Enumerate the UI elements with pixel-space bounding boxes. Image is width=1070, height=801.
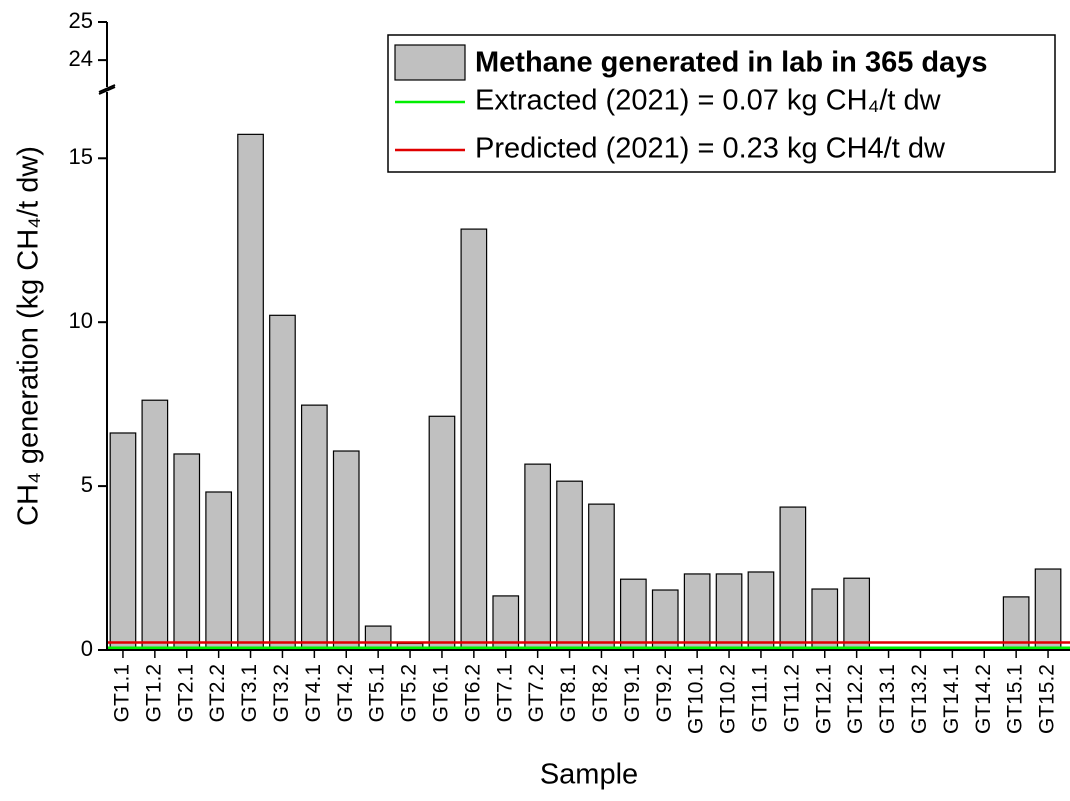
y-tick-label: 10: [69, 308, 93, 333]
y-tick-label: 24: [69, 46, 93, 71]
bar: [332, 450, 360, 651]
bar: [843, 577, 871, 651]
bar: [428, 415, 456, 651]
bar: [715, 573, 743, 651]
bar: [237, 133, 264, 651]
bar: [683, 573, 711, 651]
x-tick-label: GT8.1: [557, 664, 580, 722]
bar: [1034, 568, 1062, 651]
bar: [109, 432, 137, 651]
bar: [1002, 596, 1030, 651]
bar: [811, 588, 839, 651]
x-tick-label: GT9.2: [653, 664, 676, 722]
bar: [619, 578, 647, 651]
x-tick-label: GT9.1: [621, 664, 644, 722]
bar: [651, 589, 679, 651]
x-tick-label: GT12.1: [812, 664, 835, 734]
x-tick-label: GT14.2: [972, 664, 995, 734]
x-tick-label: GT2.2: [206, 664, 229, 722]
x-tick-label: GT11.2: [780, 664, 803, 732]
y-tick-label: 25: [69, 8, 93, 33]
bar: [205, 491, 233, 651]
x-tick-label: GT14.1: [940, 664, 963, 734]
x-tick-label: GT6.1: [429, 664, 452, 722]
legend-box: [387, 34, 1056, 173]
break-mark: [98, 84, 116, 93]
x-tick-label: GT11.1: [748, 664, 771, 732]
x-tick-label: GT2.1: [174, 664, 197, 722]
x-tick-label: GT3.2: [270, 664, 293, 722]
x-tick-label: GT5.2: [398, 664, 421, 722]
x-tick-label: GT12.2: [844, 664, 867, 734]
break-mark: [98, 86, 116, 95]
bar: [173, 453, 201, 651]
legend-label: Predicted (2021) = 0.23 kg CH4/t dw: [475, 133, 946, 165]
x-tick-label: GT3.1: [238, 664, 261, 722]
bar: [300, 404, 328, 651]
y-tick-label: 15: [69, 144, 93, 169]
x-tick-label: GT4.1: [302, 664, 325, 722]
y-tick-label: 5: [81, 472, 93, 497]
x-tick-label: GT7.2: [525, 664, 548, 722]
x-tick-label: GT5.1: [366, 664, 389, 722]
bar: [460, 228, 488, 651]
x-tick-label: GT7.1: [493, 664, 516, 722]
x-tick-label: GT4.2: [334, 664, 357, 722]
x-tick-label: GT15.2: [1036, 664, 1059, 734]
x-tick-label: GT13.2: [908, 664, 931, 734]
bar: [747, 571, 775, 651]
bar: [588, 503, 615, 651]
bar: [269, 314, 296, 651]
x-tick-label: GT1.1: [110, 664, 133, 722]
bar: [364, 625, 392, 651]
y-axis-title: CH₄ generation (kg CH₄/t dw): [13, 146, 45, 526]
bar: [492, 595, 520, 651]
bar: [556, 480, 583, 651]
x-tick-label: GT10.1: [685, 664, 708, 734]
x-tick-label: GT10.2: [717, 664, 740, 734]
x-tick-label: GT1.2: [142, 664, 165, 722]
x-tick-label: GT13.1: [876, 664, 899, 734]
bar: [141, 399, 169, 651]
x-tick-label: GT15.1: [1004, 664, 1027, 734]
x-tick-label: GT6.2: [461, 664, 484, 722]
y-tick-label: 0: [81, 636, 93, 661]
legend-label: Methane generated in lab in 365 days: [475, 47, 988, 79]
bar: [524, 463, 552, 651]
x-tick-label: GT8.2: [589, 664, 612, 722]
x-axis-title: Sample: [540, 759, 638, 791]
legend-swatch: [394, 44, 466, 81]
bar: [779, 506, 807, 651]
legend-label: Extracted (2021) = 0.07 kg CH₄/t dw: [475, 85, 942, 117]
